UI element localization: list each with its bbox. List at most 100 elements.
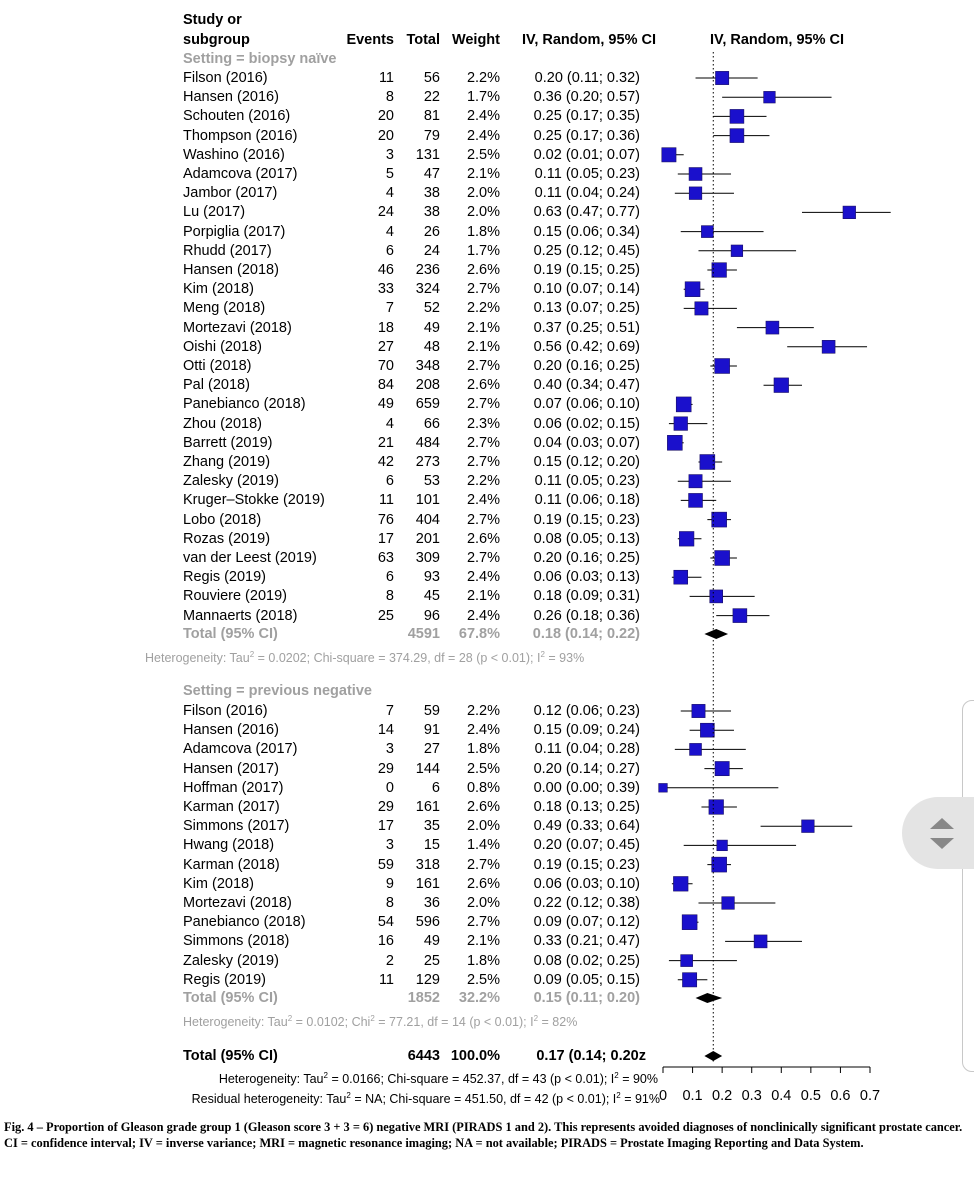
study-total: 93: [423, 569, 440, 586]
study-name: Lobo (2018): [183, 511, 262, 528]
study-square: [716, 839, 728, 852]
study-square: [688, 186, 703, 200]
study-ci: 0.09 (0.05; 0.15): [533, 971, 640, 988]
study-name: Zalesky (2019): [183, 952, 279, 969]
study-total: 52: [423, 300, 440, 317]
study-ci: 0.13 (0.07; 0.25): [533, 300, 640, 317]
study-square: [673, 569, 689, 585]
study-events: 6: [385, 242, 394, 259]
study-ci: 0.00 (0.00; 0.39): [533, 779, 640, 796]
study-events: 7: [385, 300, 394, 317]
study-name: van der Leest (2019): [183, 550, 317, 566]
study-events: 2: [385, 952, 394, 969]
overall-heterogeneity: Heterogeneity: Tau2 = 0.0166; Chi-square…: [219, 1067, 658, 1088]
study-square: [708, 799, 724, 815]
study-total: 47: [423, 166, 440, 182]
study-name: Barrett (2019): [183, 434, 273, 451]
study-weight: 2.0%: [466, 818, 500, 835]
study-events: 21: [377, 434, 394, 451]
study-ci: 0.15 (0.12; 0.20): [533, 454, 640, 470]
subgroup-heterogeneity: Heterogeneity: Tau2 = 0.0102; Chi2 = 77.…: [183, 1010, 577, 1031]
study-total: 131: [415, 146, 440, 163]
study-events: 6: [385, 569, 394, 586]
study-weight: 2.2%: [466, 300, 500, 317]
study-events: 76: [377, 511, 394, 528]
study-name: Kim (2018): [183, 281, 254, 298]
study-weight: 2.7%: [466, 358, 500, 374]
study-square: [679, 531, 695, 547]
study-total: 66: [423, 415, 440, 432]
study-ci: 0.20 (0.16; 0.25): [533, 358, 640, 374]
heterogeneity-part: = 90%: [618, 1072, 658, 1086]
header-ci: IV, Random, 95% CI: [521, 32, 656, 48]
study-name: Mortezavi (2018): [183, 319, 292, 336]
study-name: Kruger–Stokke (2019): [183, 492, 325, 509]
subgroup-total-label: Total (95% CI): [183, 626, 278, 642]
study-total: 309: [415, 550, 440, 566]
scroll-down-icon[interactable]: [930, 838, 954, 849]
study-name: Hansen (2018): [183, 262, 279, 278]
study-total: 161: [415, 799, 440, 815]
heterogeneity-part: = NA; Chi-square = 451.50, df = 42 (p < …: [350, 1092, 617, 1106]
study-ci: 0.12 (0.06; 0.23): [533, 703, 640, 719]
study-square: [681, 914, 698, 930]
overall-total-label: Total (95% CI): [183, 1048, 278, 1064]
scroll-up-icon[interactable]: [930, 818, 954, 829]
study-name: Kim (2018): [183, 875, 254, 892]
study-ci: 0.09 (0.07; 0.12): [533, 914, 640, 931]
forest-plot-graphic: [658, 52, 891, 1073]
study-square: [682, 972, 698, 988]
study-name: Otti (2018): [183, 358, 252, 374]
subgroup-total-ci: 0.15 (0.11; 0.20): [533, 990, 640, 1006]
study-name: Panebianco (2018): [183, 914, 306, 931]
study-weight: 2.6%: [466, 262, 500, 278]
header-subgroup: subgroup: [183, 32, 250, 48]
study-square: [729, 109, 745, 124]
study-weight: 2.5%: [466, 971, 500, 988]
study-total: 273: [415, 454, 440, 470]
study-total: 101: [415, 492, 440, 509]
study-square: [765, 320, 780, 335]
study-name: Adamcova (2017): [183, 166, 298, 182]
study-square: [688, 493, 703, 508]
study-name: Hansen (2017): [183, 760, 279, 777]
study-total: 208: [415, 377, 440, 394]
study-name: Schouten (2016): [183, 108, 291, 125]
study-weight: 2.0%: [466, 895, 500, 911]
study-ci: 0.18 (0.13; 0.25): [533, 799, 640, 815]
subgroup-total-label: Total (95% CI): [183, 990, 278, 1006]
study-square: [842, 205, 856, 220]
study-ci: 0.08 (0.05; 0.13): [533, 530, 640, 547]
study-weight: 2.7%: [466, 856, 500, 873]
study-square: [763, 91, 776, 104]
study-square: [753, 934, 768, 949]
study-ci: 0.25 (0.17; 0.36): [533, 127, 640, 144]
pooled-diamond: [704, 629, 729, 639]
subgroup-total-n: 4591: [407, 626, 440, 642]
study-ci: 0.15 (0.06; 0.34): [533, 223, 640, 240]
study-weight: 2.2%: [466, 473, 500, 490]
study-weight: 2.4%: [466, 722, 500, 739]
study-ci: 0.25 (0.17; 0.35): [533, 108, 640, 125]
subgroup-total-weight: 67.8%: [458, 626, 500, 642]
study-ci: 0.20 (0.07; 0.45): [533, 837, 640, 854]
study-weight: 1.8%: [466, 952, 500, 969]
study-total: 27: [423, 741, 440, 758]
study-total: 81: [423, 108, 440, 125]
study-weight: 2.4%: [466, 127, 500, 144]
subgroup-total-weight: 32.2%: [458, 990, 500, 1006]
study-events: 29: [377, 760, 394, 777]
study-weight: 0.8%: [466, 779, 500, 796]
study-total: 318: [415, 856, 440, 873]
scroll-widget[interactable]: [902, 797, 974, 869]
study-weight: 2.4%: [466, 607, 500, 624]
x-tick-label: 0.7: [859, 1088, 881, 1104]
x-tick-label: 0: [658, 1088, 668, 1104]
study-square: [688, 474, 703, 489]
study-weight: 2.1%: [466, 166, 500, 182]
pooled-diamond: [695, 993, 723, 1003]
study-ci: 0.11 (0.04; 0.24): [534, 185, 640, 202]
superscript: 2: [287, 1014, 293, 1023]
study-events: 3: [385, 146, 394, 163]
subgroup-total-n: 1852: [407, 990, 440, 1006]
